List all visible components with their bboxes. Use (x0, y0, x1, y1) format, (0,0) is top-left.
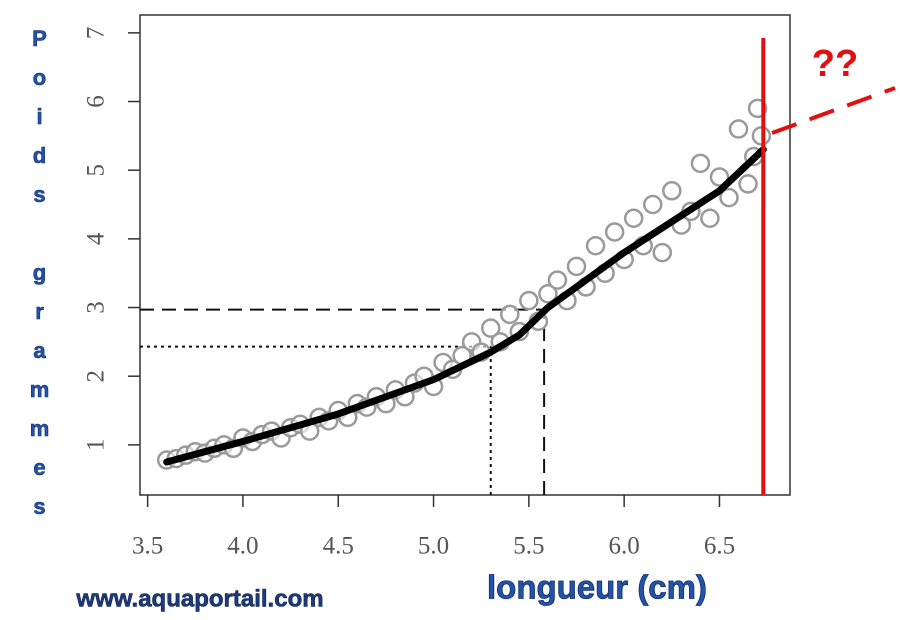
data-point (519, 290, 539, 311)
y-axis-label: Poids grammes (27, 26, 53, 534)
data-point (738, 174, 758, 194)
data-point (719, 187, 739, 208)
data-point (585, 235, 606, 256)
data-point (538, 284, 558, 304)
y-tick-label: 4 (83, 232, 110, 245)
data-point (700, 208, 720, 229)
data-point (728, 119, 749, 139)
plot-frame (139, 14, 791, 496)
y-tick-label: 1 (83, 439, 110, 452)
data-point (709, 167, 730, 187)
x-tick-label: 6.5 (704, 533, 735, 560)
x-tick-label: 4.0 (227, 533, 258, 560)
data-point (547, 270, 568, 290)
extrapolation-line (771, 86, 896, 135)
data-point (480, 318, 501, 338)
data-point (643, 194, 663, 215)
data-point (690, 153, 711, 174)
x-axis-label: longueur (cm) (487, 569, 707, 606)
y-tick-label: 6 (83, 95, 110, 108)
y-tick-label: 5 (83, 164, 110, 177)
data-point (662, 181, 682, 201)
x-tick-label: 6.0 (609, 533, 640, 560)
x-tick-label: 5.0 (418, 533, 449, 560)
x-tick-label: 4.5 (323, 533, 354, 560)
fit-curve (163, 146, 767, 466)
data-point (566, 256, 587, 277)
data-point (623, 208, 644, 229)
annotation: ?? (812, 43, 858, 85)
data-point (652, 242, 673, 263)
y-tick-label: 7 (83, 27, 110, 40)
watermark: www.aquaportail.com (75, 585, 323, 612)
data-point (604, 222, 625, 242)
x-tick-label: 3.5 (132, 533, 163, 560)
y-tick-label: 3 (83, 301, 110, 314)
y-tick-label: 2 (83, 370, 110, 383)
data-point (500, 304, 520, 325)
x-tick-label: 5.5 (513, 533, 544, 560)
